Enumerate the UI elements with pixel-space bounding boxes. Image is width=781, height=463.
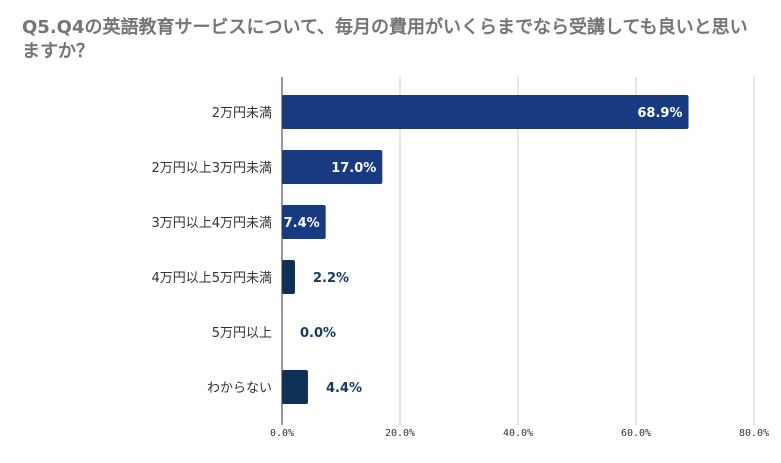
value-labels: 68.9% 17.0% 7.4% 2.2% 0.0% 4.4%: [284, 106, 683, 396]
bar: [282, 370, 308, 404]
bars: [282, 95, 689, 404]
bar: [282, 260, 295, 294]
category-label: 4万円以上5万円未満: [151, 271, 272, 286]
bar: [282, 95, 689, 129]
value-label: 0.0%: [300, 326, 336, 341]
category-label: 2万円未満: [212, 106, 272, 121]
category-label: 2万円以上3万円未満: [151, 161, 272, 176]
gridlines: [399, 77, 755, 425]
value-label: 2.2%: [313, 271, 349, 286]
x-tick-label: 0.0%: [270, 428, 294, 439]
x-tick-label: 40.0%: [503, 428, 533, 439]
x-tick-label: 60.0%: [621, 428, 651, 439]
bar: [282, 205, 326, 239]
x-tick-labels: 0.0% 20.0% 40.0% 60.0% 80.0%: [270, 428, 769, 439]
value-label: 17.0%: [331, 161, 376, 176]
chart-title: Q5.Q4の英語教育サービスについて、毎月の費用がいくらまでなら受講しても良いと…: [22, 17, 748, 62]
category-label: わからない: [207, 381, 272, 396]
category-label: 5万円以上: [212, 326, 272, 341]
value-label: 7.4%: [284, 216, 320, 231]
category-labels: 2万円未満 2万円以上3万円未満 3万円以上4万円未満 4万円以上5万円未満 5万円以上…: [151, 106, 272, 396]
x-tick-label: 20.0%: [385, 428, 415, 439]
value-label: 68.9%: [637, 106, 682, 121]
category-label: 3万円以上4万円未満: [151, 216, 272, 231]
x-tick-label: 80.0%: [739, 428, 769, 439]
value-label: 4.4%: [326, 381, 362, 396]
bar: [282, 150, 383, 184]
